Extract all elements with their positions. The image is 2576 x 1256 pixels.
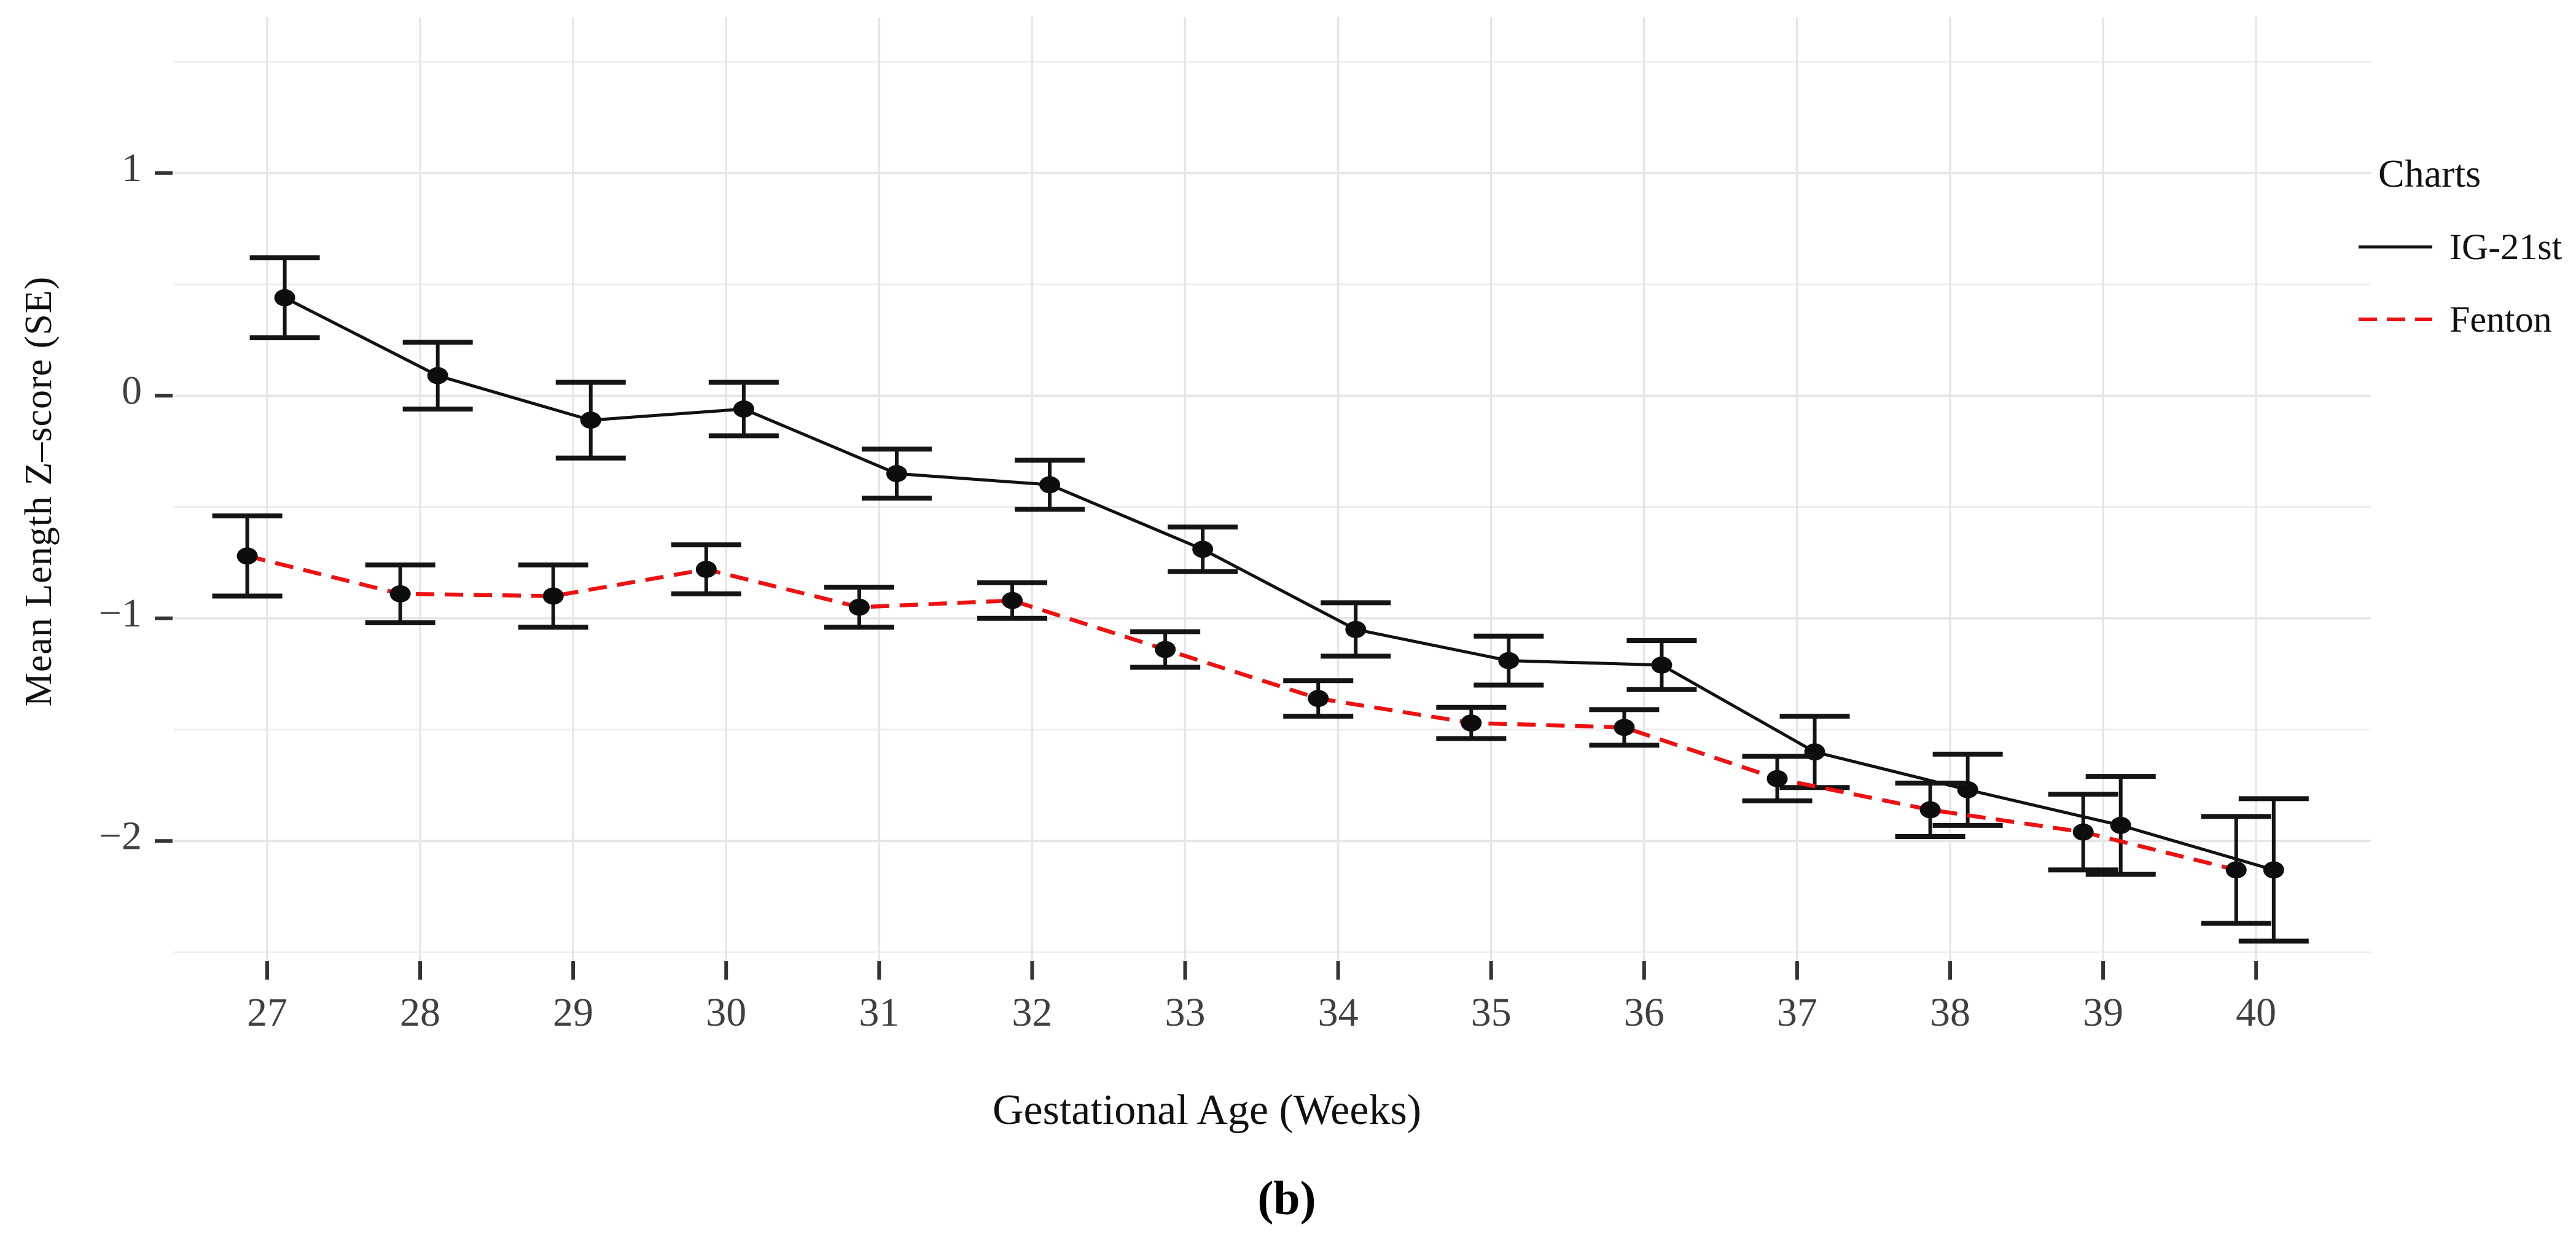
point-fenton-w37	[1766, 770, 1788, 787]
x-tick-label-40: 40	[2236, 990, 2276, 1035]
point-ig21st-w32	[1039, 476, 1061, 494]
series-fenton	[212, 513, 2271, 926]
x-tick-label-30: 30	[706, 990, 746, 1035]
point-fenton-w35	[1461, 714, 1482, 732]
y-tick-label-1: 1	[122, 146, 142, 190]
x-tick-label-27: 27	[247, 990, 287, 1035]
x-tick-label-32: 32	[1012, 990, 1052, 1035]
y-tick-label--1: −1	[99, 591, 142, 636]
point-ig21st-w29	[580, 412, 601, 429]
point-ig21st-w36	[1651, 656, 1672, 674]
legend-label-fenton: Fenton	[2449, 298, 2552, 340]
x-tick-label-36: 36	[1624, 990, 1665, 1035]
x-tick-label-31: 31	[859, 990, 899, 1035]
x-tick-label-33: 33	[1165, 990, 1206, 1035]
figure-caption: (b)	[1257, 1171, 1316, 1225]
legend-item-fenton: Fenton	[2357, 290, 2576, 349]
point-fenton-w27	[236, 547, 258, 565]
point-fenton-w32	[1002, 591, 1023, 609]
point-ig21st-w40	[2263, 861, 2284, 879]
legend-item-ig21st: IG-21st	[2357, 217, 2576, 276]
point-fenton-w30	[695, 561, 717, 578]
point-ig21st-w27	[274, 289, 295, 306]
legend-label-ig21st: IG-21st	[2449, 226, 2562, 267]
point-ig21st-w28	[427, 367, 448, 384]
x-tick-label-28: 28	[400, 990, 440, 1035]
point-fenton-w39	[2072, 823, 2094, 841]
x-tick-label-39: 39	[2083, 990, 2123, 1035]
x-tick-label-37: 37	[1777, 990, 1817, 1035]
point-fenton-w33	[1155, 641, 1176, 658]
legend-title: Charts	[2378, 152, 2481, 195]
y-tick-label--2: −2	[99, 813, 142, 858]
point-fenton-w31	[848, 598, 870, 616]
point-ig21st-w39	[2110, 816, 2131, 834]
point-fenton-w36	[1614, 719, 1635, 736]
point-ig21st-w34	[1345, 620, 1367, 638]
point-ig21st-w31	[886, 465, 907, 483]
x-tick-label-35: 35	[1471, 990, 1512, 1035]
series-line-fenton	[246, 554, 2237, 872]
legend-solid-line-icon	[2359, 245, 2432, 249]
x-tick-label-38: 38	[1930, 990, 1970, 1035]
legend: Charts IG-21st Fenton	[2357, 151, 2576, 349]
x-tick-label-34: 34	[1318, 990, 1359, 1035]
point-fenton-w40	[2225, 861, 2247, 879]
point-ig21st-w33	[1192, 540, 1214, 558]
y-tick-label-0: 0	[122, 368, 142, 413]
point-ig21st-w30	[733, 400, 754, 418]
point-ig21st-w35	[1498, 652, 1520, 669]
point-fenton-w28	[389, 585, 411, 603]
legend-dashed-line-icon	[2359, 318, 2432, 321]
point-fenton-w38	[1919, 801, 1941, 819]
y-axis-title: Mean Length Z–score (SE)	[18, 276, 60, 707]
point-fenton-w34	[1308, 690, 1329, 708]
point-fenton-w29	[542, 587, 564, 605]
x-axis-title: Gestational Age (Weeks)	[992, 1086, 1422, 1134]
x-tick-label-29: 29	[553, 990, 593, 1035]
